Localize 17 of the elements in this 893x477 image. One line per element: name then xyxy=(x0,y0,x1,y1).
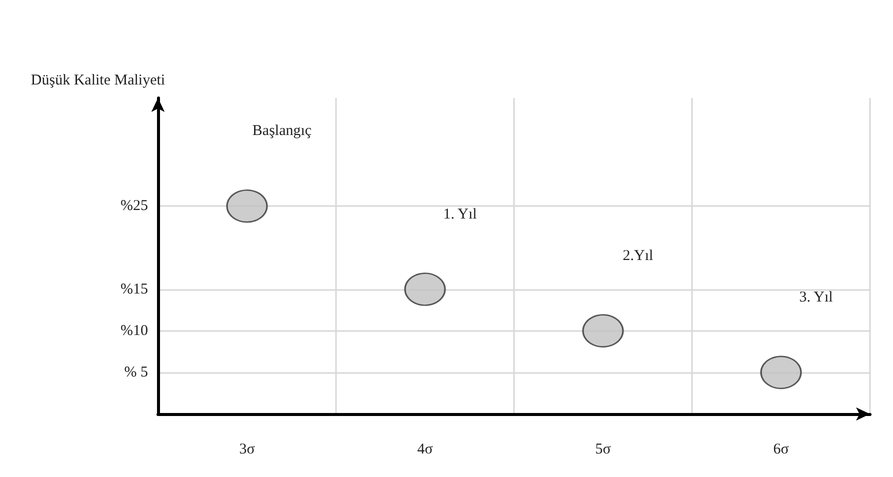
point xyxy=(582,314,624,348)
x-tick-label: 3σ xyxy=(239,442,255,458)
point xyxy=(404,272,446,306)
point xyxy=(760,356,802,390)
y-axis-title: Düşük Kalite Maliyeti xyxy=(30,72,166,88)
x-tick-label: 4σ xyxy=(417,442,433,458)
x-tick-label: 5σ xyxy=(595,442,611,458)
y-tick-label: %15 xyxy=(120,281,148,298)
annotation: 3. Yıl xyxy=(799,289,833,306)
point xyxy=(226,189,268,223)
x-tick-label: 6σ xyxy=(773,442,789,458)
y-tick-label: % 5 xyxy=(124,364,148,380)
annotation: 2.Yıl xyxy=(622,248,654,264)
y-tick-label: %10 xyxy=(120,322,148,339)
annotation: Başlangıç xyxy=(252,123,312,140)
y-tick-label: %25 xyxy=(120,198,148,214)
annotation: 1. Yıl xyxy=(443,206,477,222)
